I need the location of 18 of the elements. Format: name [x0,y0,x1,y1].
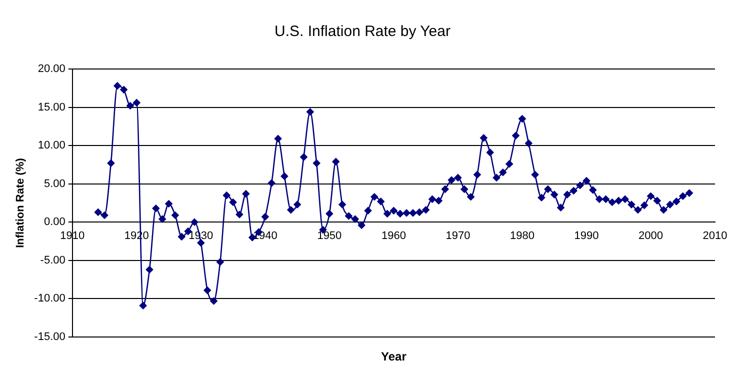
x-tick-label: 1980 [510,230,534,242]
x-tick-label: 2000 [638,230,663,242]
x-tick-label: 1950 [317,230,342,242]
y-tick-label: -10.00 [34,292,66,305]
y-tick-label: 15.00 [38,101,66,114]
y-tick-label: -5.00 [40,254,66,266]
y-axis-title: Inflation Rate (%) [14,158,27,248]
y-tick-label: 10.00 [38,140,66,152]
x-tick-label: 1970 [446,230,470,242]
y-tick-label: -15.00 [34,331,66,344]
x-tick-label: 1990 [574,230,599,242]
y-tick-label: 20.00 [38,63,66,76]
x-axis-title: Year [381,349,407,364]
chart-title: U.S. Inflation Rate by Year [274,23,450,40]
x-tick-label: 2010 [702,230,728,242]
y-tick-label: 5.00 [44,178,66,190]
x-tick-label: 1960 [381,230,406,242]
y-tick-label: 0.00 [44,216,66,228]
